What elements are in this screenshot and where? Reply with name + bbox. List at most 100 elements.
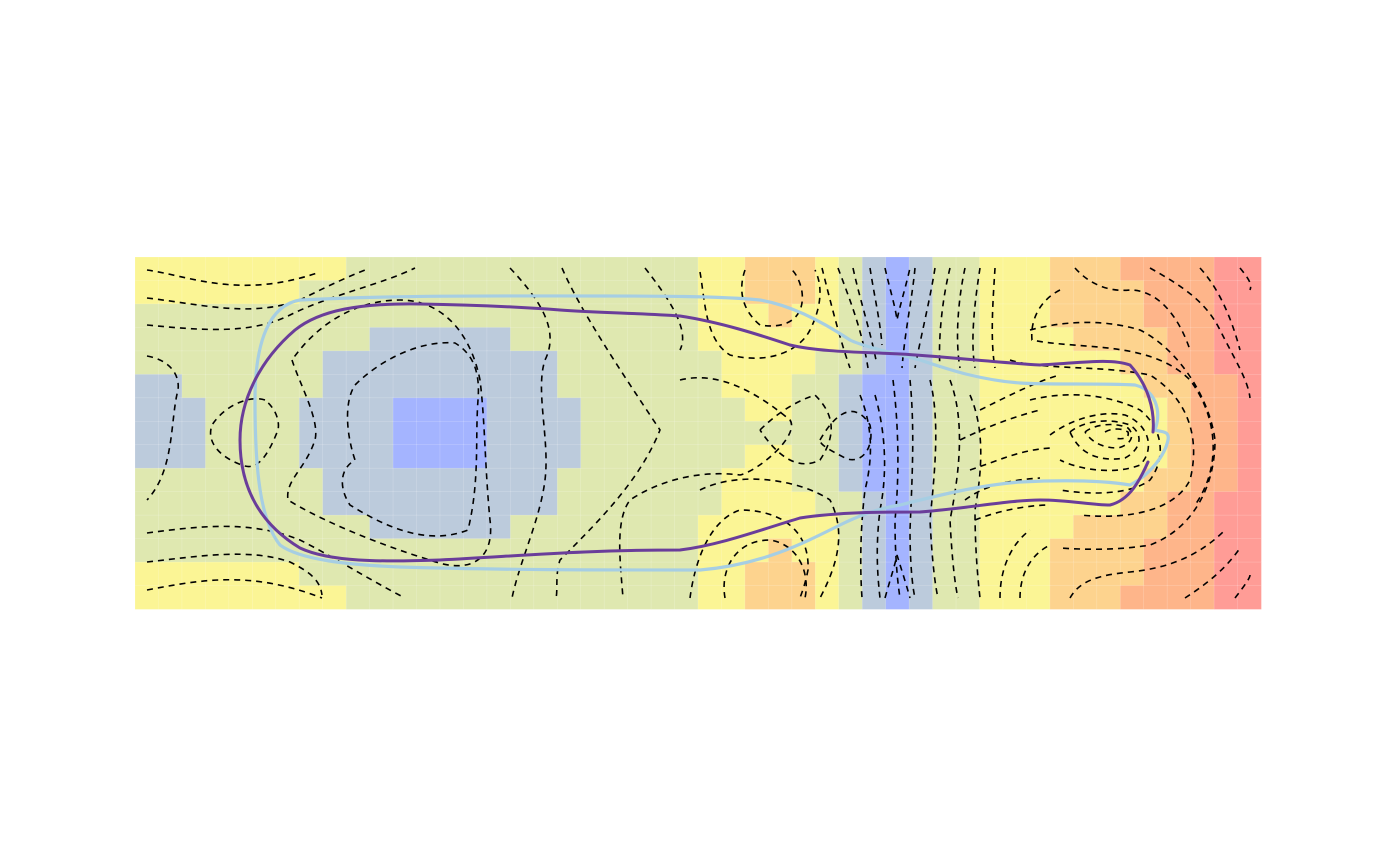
heatmap-cell [369, 327, 394, 352]
heatmap-cell [205, 374, 230, 399]
heatmap-cell [298, 327, 324, 352]
heatmap-cell [979, 397, 1004, 422]
heatmap-cell [908, 514, 934, 540]
contour-line [1029, 394, 1161, 494]
heatmap-cell [627, 327, 652, 352]
heatmap-cell [439, 374, 465, 399]
heatmap-cell [1190, 280, 1215, 305]
heatmap-cell [369, 374, 394, 399]
heatmap-cell [1002, 467, 1028, 493]
heatmap-cell [322, 420, 347, 446]
heatmap-cell [298, 585, 324, 610]
heatmap-cell [134, 514, 160, 540]
contour-line [146, 578, 323, 599]
heatmap-cell [322, 444, 347, 469]
heatmap-cell [1143, 514, 1168, 540]
heatmap-cell [158, 327, 183, 352]
heatmap-cell [580, 467, 605, 493]
heatmap-cell [251, 585, 277, 610]
contour-line [1019, 544, 1051, 599]
heatmap-cell [228, 585, 253, 610]
heatmap-cell [885, 327, 910, 352]
heatmap-cell [908, 256, 934, 282]
heatmap-cell [510, 350, 535, 376]
heatmap-cell [439, 561, 465, 587]
heatmap-cell [392, 444, 418, 469]
heatmap-cell [510, 374, 535, 399]
heatmap-cell [627, 585, 652, 610]
heatmap-cell [486, 397, 512, 422]
heatmap-cell [603, 585, 629, 610]
heatmap-cell [932, 514, 957, 540]
heatmap-cell [1002, 256, 1028, 282]
heatmap-cell [674, 585, 699, 610]
heatmap-cell [134, 327, 160, 352]
heatmap-cell [955, 585, 981, 610]
heatmap-cell [627, 350, 652, 376]
heatmap-cell [814, 538, 840, 563]
heatmap-cell [275, 514, 300, 540]
heatmap-cell [838, 256, 863, 282]
heatmap-cell [1237, 444, 1262, 469]
heatmap-cell [1237, 491, 1262, 516]
heatmap-cell [1119, 420, 1145, 446]
heatmap-cell [205, 467, 230, 493]
contour-line [1049, 412, 1150, 472]
contour-line [723, 539, 807, 599]
heatmap-cell [275, 397, 300, 422]
heatmap-cell [181, 467, 207, 493]
heatmap-cell [1073, 514, 1098, 540]
heatmap-cell [861, 444, 887, 469]
heatmap-cell [721, 350, 746, 376]
heatmap-cell [1237, 585, 1262, 610]
heatmap-cell [416, 350, 441, 376]
heatmap-cell [721, 397, 746, 422]
heatmap-cell [838, 538, 863, 563]
heatmap-cell [486, 538, 512, 563]
heatmap-cell [861, 256, 887, 282]
heatmap-cell [697, 327, 723, 352]
heatmap-cell [744, 585, 770, 610]
heatmap-cell [392, 303, 418, 329]
heatmap-cell [205, 561, 230, 587]
heatmap-cell [885, 374, 910, 399]
heatmap-cell [486, 256, 512, 282]
heatmap-cell [158, 467, 183, 493]
heatmap-cell [322, 561, 347, 587]
heatmap-cell [181, 327, 207, 352]
heatmap-cell [369, 444, 394, 469]
heatmap-cell [603, 467, 629, 493]
heatmap-cell [885, 585, 910, 610]
heatmap-cell [392, 585, 418, 610]
heatmap-cell [463, 327, 488, 352]
heatmap-cell [345, 327, 371, 352]
heatmap-cell [1049, 280, 1075, 305]
heatmap-cell [1096, 444, 1121, 469]
heatmap-cell [134, 280, 160, 305]
heatmap-cell [1166, 256, 1192, 282]
heatmap-cell [251, 280, 277, 305]
heatmap-cell [814, 467, 840, 493]
heatmap-cell [1213, 350, 1239, 376]
heatmap-cell [181, 374, 207, 399]
heatmap-cell [556, 374, 582, 399]
heatmap-cell [768, 585, 793, 610]
heatmap-cell [439, 327, 465, 352]
heatmap-cell [697, 350, 723, 376]
heatmap-cell [814, 350, 840, 376]
contour-line [1199, 267, 1241, 351]
contour-line [974, 504, 1051, 521]
heatmap-cell [580, 350, 605, 376]
heatmap-cell [392, 350, 418, 376]
heatmap-cell [603, 397, 629, 422]
heatmap-cell [580, 374, 605, 399]
heatmap-cell [885, 514, 910, 540]
heatmap-cell [345, 585, 371, 610]
heatmap-cell [533, 374, 558, 399]
heatmap-cell [979, 256, 1004, 282]
heatmap-cell [439, 467, 465, 493]
heatmap-cell [885, 256, 910, 282]
heatmap-cell [580, 420, 605, 446]
heatmap-cell [650, 397, 676, 422]
heatmap-cell [533, 256, 558, 282]
